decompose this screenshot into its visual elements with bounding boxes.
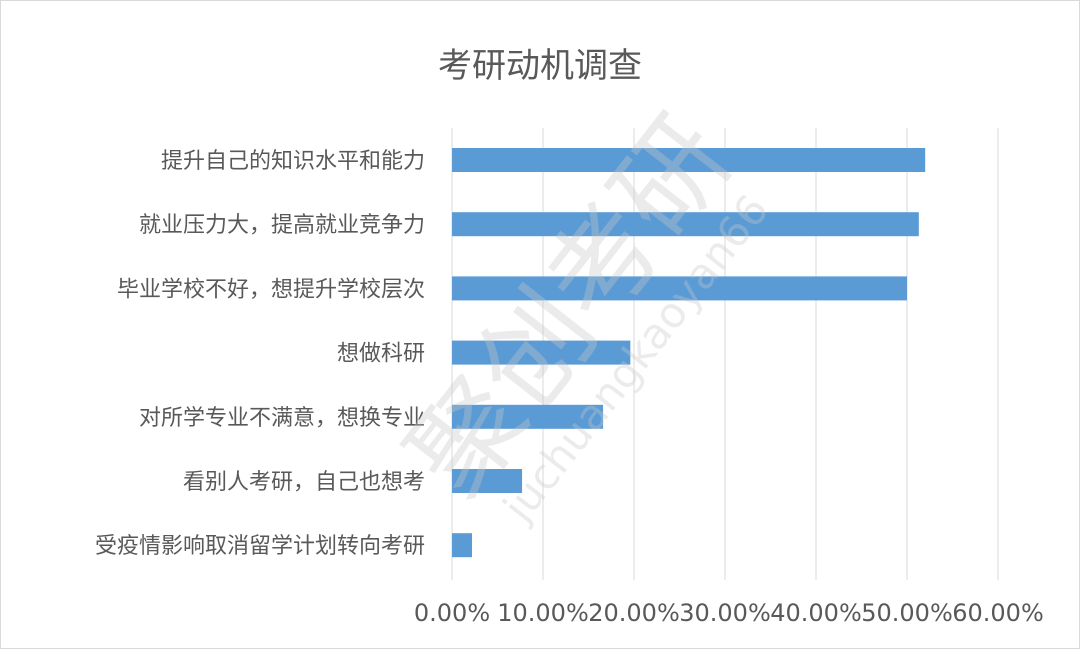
category-label-1: 就业压力大，提高就业竞争力 bbox=[139, 213, 425, 238]
x-tick-label-3: 30.00% bbox=[679, 599, 771, 627]
bar-3 bbox=[452, 340, 631, 365]
bar-1 bbox=[452, 212, 919, 237]
x-tick-labels: 0.00% 10.00% 20.00% 30.00% 40.00% 50.00% 60.00… bbox=[414, 599, 1044, 627]
category-label-0: 提升自己的知识水平和能力 bbox=[161, 149, 425, 174]
bars bbox=[452, 148, 926, 558]
bar-2 bbox=[452, 276, 907, 301]
x-tick-label-5: 50.00% bbox=[861, 599, 953, 627]
category-label-5: 看别人考研，自己也想考 bbox=[183, 470, 425, 495]
chart-title: 考研动机调查 bbox=[438, 46, 642, 86]
gridlines bbox=[451, 128, 999, 580]
bar-6 bbox=[452, 533, 473, 558]
x-tick-label-2: 20.00% bbox=[588, 599, 680, 627]
x-tick-label-0: 0.00% bbox=[414, 599, 490, 627]
bar-4 bbox=[452, 404, 604, 429]
bar-5 bbox=[452, 469, 523, 493]
category-label-2: 毕业学校不好，想提升学校层次 bbox=[117, 277, 425, 302]
category-label-4: 对所学专业不满意，想换专业 bbox=[139, 406, 425, 431]
x-tick-label-4: 40.00% bbox=[770, 599, 862, 627]
category-label-3: 想做科研 bbox=[337, 342, 425, 367]
bar-0 bbox=[452, 148, 926, 172]
category-label-6: 受疫情影响取消留学计划转向考研 bbox=[95, 534, 425, 559]
x-tick-label-1: 10.00% bbox=[497, 599, 589, 627]
x-tick-label-6: 60.00% bbox=[952, 599, 1044, 627]
category-labels: 提升自己的知识水平和能力就业压力大，提高就业竞争力毕业学校不好，想提升学校层次想… bbox=[95, 149, 425, 559]
